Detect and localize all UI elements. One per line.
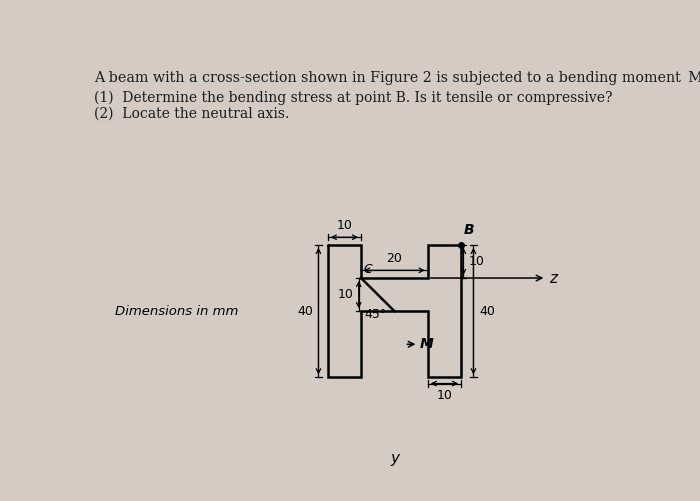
Text: 40: 40 — [479, 305, 495, 318]
Text: 20: 20 — [386, 252, 402, 265]
Text: 45°: 45° — [365, 308, 386, 321]
Text: C: C — [363, 264, 372, 277]
Text: 10: 10 — [469, 255, 484, 268]
Text: 10: 10 — [337, 219, 352, 232]
Text: 10: 10 — [337, 288, 354, 301]
Text: B: B — [463, 223, 474, 237]
Text: (1)  Determine the bending stress at point B. Is it tensile or compressive?: (1) Determine the bending stress at poin… — [94, 91, 612, 105]
Text: A beam with a cross-section shown in Figure 2 is subjected to a bending moment  : A beam with a cross-section shown in Fig… — [94, 71, 700, 85]
Text: z: z — [550, 271, 557, 286]
Text: Dimensions in mm: Dimensions in mm — [115, 305, 238, 318]
Text: 40: 40 — [297, 305, 313, 318]
Text: M: M — [420, 337, 433, 351]
Text: (2)  Locate the neutral axis.: (2) Locate the neutral axis. — [94, 106, 289, 120]
Text: y: y — [390, 450, 399, 465]
Text: 10: 10 — [437, 389, 452, 402]
